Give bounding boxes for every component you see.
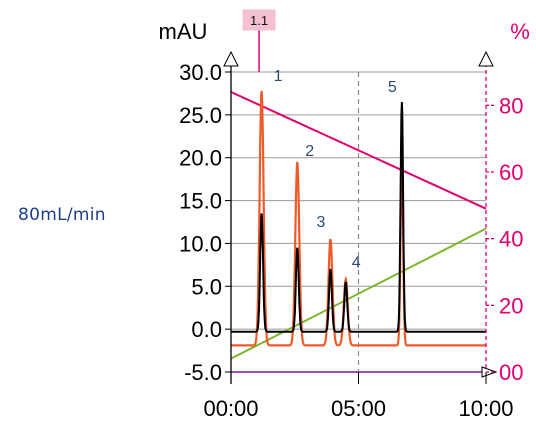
x-tick-label: 05:00 [331,396,386,421]
peak-label: 2 [305,143,314,160]
y-left-tick-label: 10.0 [179,231,222,256]
flow-rate-label: 80mL/min [18,205,106,225]
y-left-tick-label: 15.0 [179,189,222,214]
right-axis-arrow [478,50,494,67]
y-right-unit: % [510,19,530,44]
peak-label: 4 [352,254,361,271]
y-left-tick-label: 30.0 [179,60,222,85]
marker-label: 1.1 [250,13,268,28]
y-right-tick-label: 40 [499,227,523,252]
y-right-tick-label: 20 [499,293,523,318]
y-left-tick-label: 25.0 [179,103,222,128]
y-left-tick-label: 5.0 [191,274,222,299]
y-left-tick-label: 20.0 [179,146,222,171]
peak-label: 3 [316,214,325,231]
left-axis-arrow [223,50,239,67]
x-tick-label: 00:00 [203,396,258,421]
y-right-tick-label: 80 [499,93,523,118]
peak-label: 1 [274,68,283,85]
grid [231,71,486,373]
series-lines [230,90,487,373]
time-marker[interactable]: 1.1 [242,9,276,72]
peak-label: 5 [388,79,397,96]
y-left-tick-label: -5.0 [184,360,222,385]
y-left-tick-label: 0.0 [191,317,222,342]
y-left-unit: mAU [159,19,208,44]
series-gradient-green [230,227,487,360]
series-gradient-pink [230,91,487,210]
series-black [231,101,486,333]
marker-box [242,9,276,31]
series-orange [231,90,486,347]
axes [223,50,498,384]
tick-labels: 30.025.020.015.010.05.00.0-5.08060402000… [159,19,530,421]
peak-labels: 1 2 3 4 5 [274,68,397,272]
x-tick-label: 10:00 [458,396,513,421]
y-right-tick-label: 00 [499,360,523,385]
y-right-tick-label: 60 [499,160,523,185]
